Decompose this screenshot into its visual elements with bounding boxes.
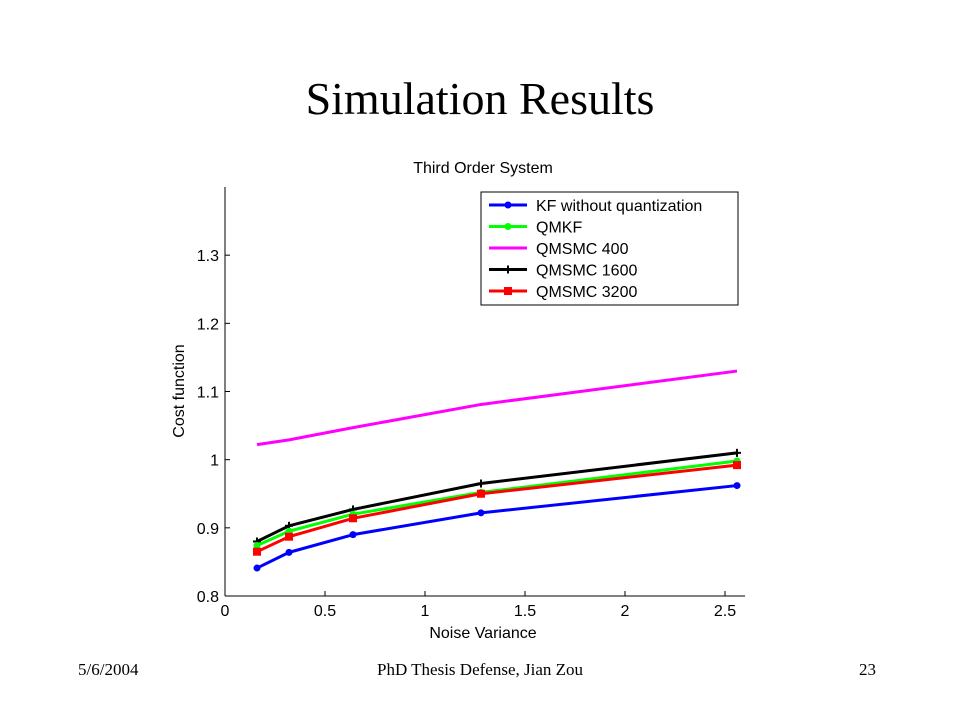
legend-item: QMSMC 1600 <box>489 263 637 280</box>
legend-label: QMKF <box>536 220 582 237</box>
footer-date: 5/6/2004 <box>78 660 139 679</box>
legend-label: QMSMC 1600 <box>536 263 637 280</box>
series-2 <box>256 369 738 447</box>
series-3 <box>253 448 741 546</box>
legend-item: QMSMC 400 <box>489 241 629 258</box>
y-tick-label: 1.3 <box>197 248 219 265</box>
plot-lines <box>253 369 741 572</box>
legend-label: KF without quantization <box>536 198 702 215</box>
series-0 <box>253 482 741 572</box>
legend-item: QMSMC 3200 <box>489 284 637 301</box>
x-tick-label: 1.5 <box>514 603 536 620</box>
y-axis-label: Cost function <box>171 344 188 437</box>
legend-label: QMSMC 3200 <box>536 284 637 301</box>
legend-marker <box>504 223 512 230</box>
footer-center-text: PhD Thesis Defense, Jian Zou <box>376 660 584 679</box>
x-tick-label: 1 <box>421 603 430 620</box>
data-point <box>733 482 741 490</box>
footer-page-number: 23 <box>859 660 876 679</box>
legend-label: QMSMC 400 <box>536 241 629 258</box>
series-1 <box>253 457 741 550</box>
series-line <box>256 463 738 554</box>
data-point <box>477 479 485 488</box>
data-point <box>733 461 741 470</box>
data-point <box>733 448 741 457</box>
axes: 0 0.5 1 1.5 2 2.5 0.8 0.9 1 1.1 1.2 1.3 <box>197 187 745 620</box>
series-4 <box>253 461 741 556</box>
data-point <box>349 531 357 539</box>
legend-marker <box>504 287 512 295</box>
series-line <box>256 451 738 543</box>
slide-title: Simulation Results <box>305 73 655 124</box>
series-line <box>256 369 738 447</box>
legend-item: QMKF <box>489 220 582 237</box>
series-line <box>256 484 738 570</box>
x-tick-label: 0.5 <box>314 603 336 620</box>
x-tick-label: 2.5 <box>714 603 736 620</box>
y-tick-label: 1.2 <box>197 316 219 333</box>
data-point <box>349 514 357 523</box>
y-tick-label: 0.8 <box>197 589 219 606</box>
legend-marker <box>504 265 512 274</box>
data-point <box>477 509 485 517</box>
data-point <box>285 532 293 541</box>
legend-item: KF without quantization <box>489 198 702 215</box>
x-tick-label: 2 <box>621 603 630 620</box>
data-point <box>253 542 261 550</box>
y-tick-label: 0.9 <box>197 521 219 538</box>
data-point <box>253 547 261 556</box>
x-tick-label: 0 <box>221 603 230 620</box>
x-axis-label: Noise Variance <box>429 625 536 642</box>
data-point <box>253 564 261 572</box>
chart-title: Third Order System <box>413 160 553 177</box>
y-tick-label: 1.1 <box>197 385 219 402</box>
data-point <box>285 548 293 556</box>
legend: KF without quantization QMKF QMSMC 400 QMSM… <box>480 191 739 306</box>
data-point <box>477 489 485 498</box>
legend-marker <box>504 201 512 209</box>
y-tick-label: 1 <box>210 453 219 470</box>
